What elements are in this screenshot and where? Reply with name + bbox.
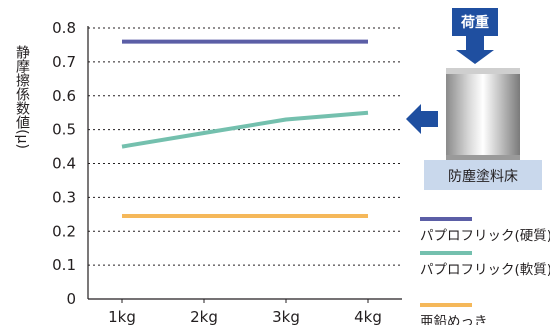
block-top-edge [446,68,520,74]
axes [87,26,402,303]
y-tick-label: 0.7 [52,53,76,71]
y-tick-label: 0.6 [52,87,76,105]
block-bottom-edge [446,155,520,160]
load-arrow-icon [456,36,494,64]
load-box [452,8,498,36]
test-diagram: 荷重 防塵塗料床 [406,8,542,190]
coated-floor [424,160,542,190]
gridlines [88,27,402,266]
x-tick-label: 3kg [272,308,300,325]
pull-arrow-icon [406,104,438,134]
series-line-2 [121,110,369,149]
legend-label: パプロフリック(軟質) [420,262,550,278]
legend-label: パプロフリック(硬質) [420,228,550,244]
y-tick-label: 0.8 [52,19,76,37]
y-tick-label: 0.5 [52,121,76,139]
x-tick-label: 2kg [190,308,218,325]
x-tick-labels: 1kg 2kg 3kg 4kg [108,308,382,325]
x-tick-label: 1kg [108,308,136,325]
x-tick-label: 4kg [354,308,382,325]
series-lines [121,39,369,218]
y-tick-labels: 0 0.1 0.2 0.3 0.4 0.5 0.6 0.7 0.8 [52,19,76,308]
y-tick-label: 0.3 [52,188,76,206]
y-axis-label: 静摩擦係数値(μ) [14,45,30,149]
load-label: 荷重 [460,14,489,31]
y-tick-label: 0 [66,290,76,308]
y-tick-label: 0.1 [52,256,76,274]
y-tick-label: 0.2 [52,222,76,240]
legend-label: 亜鉛めっき [420,314,488,325]
y-axis-title: 静摩擦係数値(μ) [14,45,30,149]
floor-label: 防塵塗料床 [448,168,518,185]
y-tick-label: 0.4 [52,155,76,173]
metal-block [446,68,520,160]
legend: パプロフリック(硬質) パプロフリック(軟質) 亜鉛めっき [420,217,550,325]
